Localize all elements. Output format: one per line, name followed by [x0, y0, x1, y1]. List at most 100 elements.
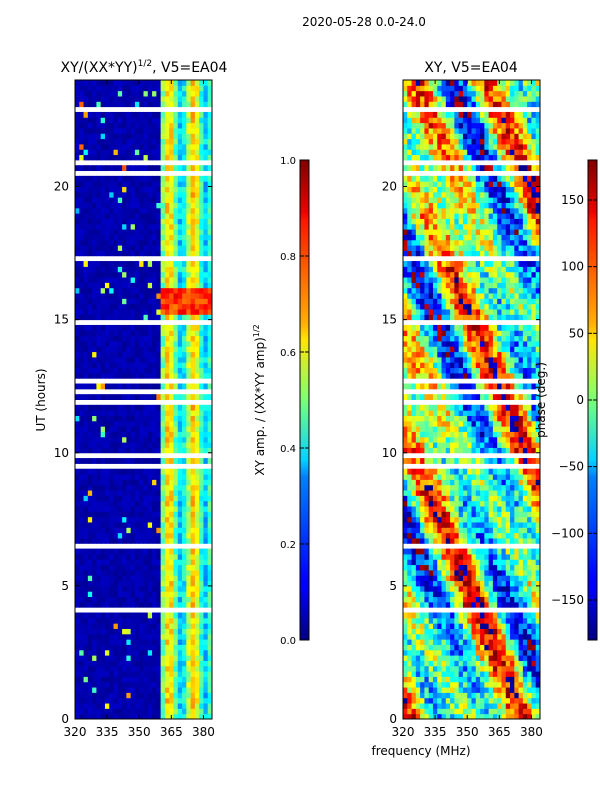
amp-cell [169, 229, 174, 235]
amp-cell [75, 687, 80, 693]
phase-cell [454, 692, 460, 699]
amp-cell [75, 282, 80, 289]
amp-cell [147, 713, 153, 719]
phase-cell [458, 612, 464, 619]
amp-cell [126, 239, 132, 246]
phase-cell [458, 623, 464, 629]
amp-cell [182, 138, 187, 145]
amp-cell [134, 692, 140, 699]
amp-cell [182, 261, 187, 267]
amp-cell [104, 404, 110, 411]
amp-cell [134, 90, 140, 97]
phase-cell [480, 639, 485, 645]
amp-cell [130, 122, 136, 129]
amp-cell [104, 351, 110, 358]
phase-cell [488, 708, 494, 715]
amp-cell [177, 612, 183, 619]
amp-cell [134, 426, 140, 432]
amp-cell [96, 484, 102, 491]
amp-cell [169, 612, 174, 619]
amp-cell [126, 479, 132, 486]
amp-cell [156, 548, 162, 555]
amp-cell [113, 186, 119, 193]
amp-cell [83, 474, 89, 480]
phase-cell [454, 548, 460, 555]
amp-cell [152, 548, 157, 555]
amp-cell [126, 293, 132, 299]
amp-cell [190, 516, 196, 523]
amp-cell [139, 458, 144, 464]
amp-cell [96, 713, 102, 719]
amp-cell [173, 149, 179, 156]
amp-cell [130, 484, 136, 491]
amp-cell [83, 692, 89, 699]
amp-cell [113, 410, 119, 416]
phase-cell [488, 511, 494, 518]
amp-cell [173, 383, 179, 390]
amp-cell [147, 532, 153, 539]
phase-cell [492, 591, 498, 598]
phase-cell [475, 458, 481, 464]
amp-cell [117, 330, 123, 337]
amp-cell [156, 234, 162, 241]
amp-cell [190, 367, 196, 374]
amp-cell [164, 80, 170, 86]
phase-cell [420, 703, 425, 709]
phase-cell [484, 564, 490, 571]
amp-cell [143, 410, 149, 416]
amp-cell [143, 362, 149, 369]
amp-cell [117, 340, 123, 347]
amp-cell [147, 127, 153, 134]
amp-cell [126, 495, 132, 502]
phase-cell [441, 639, 447, 645]
amp-cell [207, 585, 212, 592]
amp-cell [203, 458, 209, 464]
phase-cell [415, 585, 421, 592]
amp-cell [207, 431, 212, 438]
phase-cell [497, 458, 502, 464]
amp-cell [199, 639, 204, 645]
amp-cell [156, 90, 162, 97]
phase-cell [415, 713, 421, 719]
amp-cell [190, 202, 196, 209]
amp-cell [122, 181, 127, 187]
amp-cell [126, 143, 132, 150]
phase-cell [531, 697, 537, 704]
amp-cell [104, 330, 110, 337]
amp-cell [100, 111, 106, 118]
amp-cell [126, 271, 132, 278]
amp-cell [186, 415, 192, 422]
phase-cell [411, 537, 417, 544]
amp-cell [203, 426, 209, 432]
phase-cell [424, 511, 430, 518]
amp-cell [190, 468, 196, 475]
amp-cell [177, 490, 183, 496]
amp-cell [79, 186, 85, 193]
phase-cell [467, 649, 472, 656]
amp-cell [96, 564, 102, 571]
amp-cell [87, 282, 93, 289]
phase-cell [510, 458, 515, 464]
amp-cell [190, 500, 196, 507]
phase-cell [467, 516, 472, 523]
amp-cell [156, 367, 162, 374]
phase-cell [531, 628, 537, 635]
amp-cell [134, 181, 140, 187]
phase-cell [505, 575, 511, 582]
amp-cell [169, 362, 174, 369]
amp-cell [164, 245, 170, 251]
amp-cell [75, 202, 80, 209]
phase-cell [501, 564, 507, 571]
gap-row [75, 320, 212, 325]
amp-cell [186, 479, 192, 486]
phase-cell [480, 564, 485, 571]
amp-cell [109, 191, 115, 198]
amp-cell [186, 410, 192, 416]
phase-cell [514, 703, 520, 709]
phase-cell [531, 495, 537, 502]
amp-cell [83, 676, 89, 683]
amp-cell [113, 175, 119, 182]
amp-cell [147, 527, 153, 534]
amp-cell [75, 362, 80, 369]
phase-cell [505, 649, 511, 656]
